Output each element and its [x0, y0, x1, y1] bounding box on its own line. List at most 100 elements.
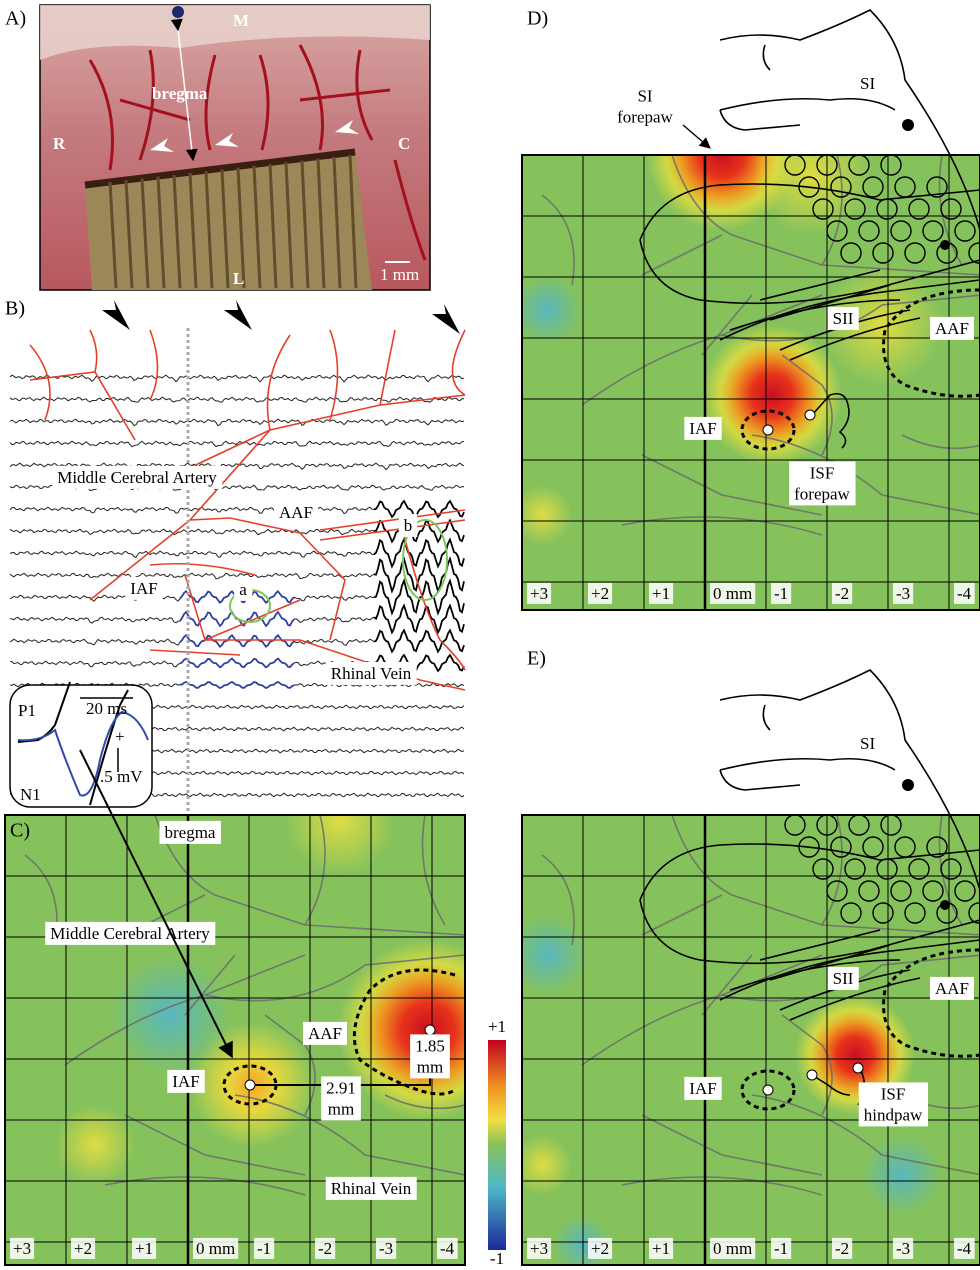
axis-label: 0 mm — [713, 1239, 752, 1258]
sketch-line — [720, 705, 800, 790]
panel-label: E) — [527, 648, 546, 670]
inset-label: 20 ms — [86, 699, 127, 718]
artery — [268, 335, 291, 430]
label-text: a — [239, 580, 247, 599]
area-label: AAF — [930, 317, 974, 340]
panel-label: C) — [10, 820, 30, 842]
axis-label: +1 — [652, 1239, 670, 1258]
distance-label: 1.85mm — [410, 1034, 450, 1078]
area-label: IAF — [125, 577, 162, 600]
label-text: AAF — [308, 1024, 342, 1043]
area-label: SIforepaw — [612, 84, 678, 128]
sketch-line — [720, 759, 895, 770]
artery — [150, 650, 240, 655]
label-text: SII — [833, 969, 854, 988]
pointer-arrow — [683, 125, 710, 148]
center-point — [853, 1063, 863, 1073]
label-text: forepaw — [794, 484, 850, 503]
label-text: ISF — [810, 463, 835, 482]
label-text: AAF — [935, 319, 969, 338]
photo-label: L — [233, 269, 244, 288]
inset-label: .5 mV — [100, 767, 143, 786]
label-text: IAF — [172, 1072, 199, 1091]
label-text: Rhinal Vein — [331, 664, 412, 683]
area-label: SII — [828, 967, 859, 990]
area-label: AAF — [274, 501, 318, 524]
axis-label: 0 mm — [196, 1239, 235, 1258]
label-text: SI — [637, 86, 652, 105]
trace — [374, 630, 464, 651]
label-text: Middle Cerebral Artery — [57, 468, 217, 487]
label-text: SII — [833, 309, 854, 328]
trace — [374, 606, 464, 633]
axis-label: +3 — [13, 1239, 31, 1258]
colorbar-label: -1 — [490, 1249, 504, 1268]
trace — [180, 635, 294, 646]
activation-spot — [508, 915, 588, 995]
artery — [300, 533, 345, 640]
photo-label: bregma — [152, 84, 208, 103]
area-label: IAF — [684, 1077, 721, 1100]
trace — [10, 639, 180, 645]
inset-label: P1 — [18, 701, 36, 720]
label-text: ISF — [881, 1084, 906, 1103]
label-text: bregma — [165, 823, 216, 842]
colorbar — [488, 1040, 506, 1250]
heat-map — [512, 80, 980, 610]
axis-label: -3 — [379, 1239, 393, 1258]
arrowhead — [224, 300, 252, 330]
inset-label: N1 — [20, 785, 41, 804]
eye — [902, 119, 914, 131]
panel-label: D) — [527, 8, 548, 30]
heat-map — [508, 815, 980, 1270]
label-text: 2.91 — [326, 1078, 356, 1097]
artery — [90, 330, 97, 372]
artery — [320, 510, 465, 530]
center-point — [763, 425, 773, 435]
trace — [10, 419, 464, 426]
activation-spot — [285, 765, 395, 875]
trace-label: b — [399, 514, 418, 537]
artery — [380, 330, 395, 405]
artery — [30, 345, 50, 420]
axis-label: 0 mm — [713, 584, 752, 603]
label-text: Rhinal Vein — [331, 1179, 412, 1198]
colorbar-label: +1 — [488, 1017, 506, 1036]
trace — [180, 682, 294, 688]
body: A)MbregmaRCL1 mmB)Middle Cerebral Artery… — [0, 0, 980, 1270]
area-label: SI — [860, 734, 875, 753]
axis-label: -3 — [896, 584, 910, 603]
trace — [10, 397, 464, 402]
axis-label: -1 — [774, 584, 788, 603]
activation-spot — [862, 1135, 942, 1215]
label-text: IAF — [130, 579, 157, 598]
axis-label: +3 — [530, 1239, 548, 1258]
artery — [150, 330, 158, 400]
bregma-mark — [172, 6, 184, 18]
axis-label: -1 — [774, 1239, 788, 1258]
artery — [30, 372, 135, 440]
panel-label: A) — [5, 8, 26, 30]
axis-label: -2 — [318, 1239, 332, 1258]
center-point — [245, 1080, 255, 1090]
axis-label: +2 — [74, 1239, 92, 1258]
trace — [10, 573, 374, 579]
figure: A)MbregmaRCL1 mmB)Middle Cerebral Artery… — [0, 0, 980, 1270]
trace — [10, 529, 374, 535]
axis-label: -3 — [896, 1239, 910, 1258]
page: Auditory cortex mapping figure {"panel_a… — [0, 0, 980, 1270]
axis-label: -4 — [440, 1239, 455, 1258]
photo-label: R — [53, 134, 66, 153]
activation-spot — [752, 115, 872, 235]
trace — [294, 595, 374, 600]
area-label: SII — [828, 307, 859, 330]
label-text: AAF — [935, 979, 969, 998]
activation-spot — [702, 325, 842, 465]
vessel-label: Rhinal Vein — [326, 662, 417, 685]
artery — [150, 564, 255, 575]
label-text: IAF — [689, 1079, 716, 1098]
axis-label: +2 — [591, 584, 609, 603]
axis-label: -4 — [957, 1239, 972, 1258]
